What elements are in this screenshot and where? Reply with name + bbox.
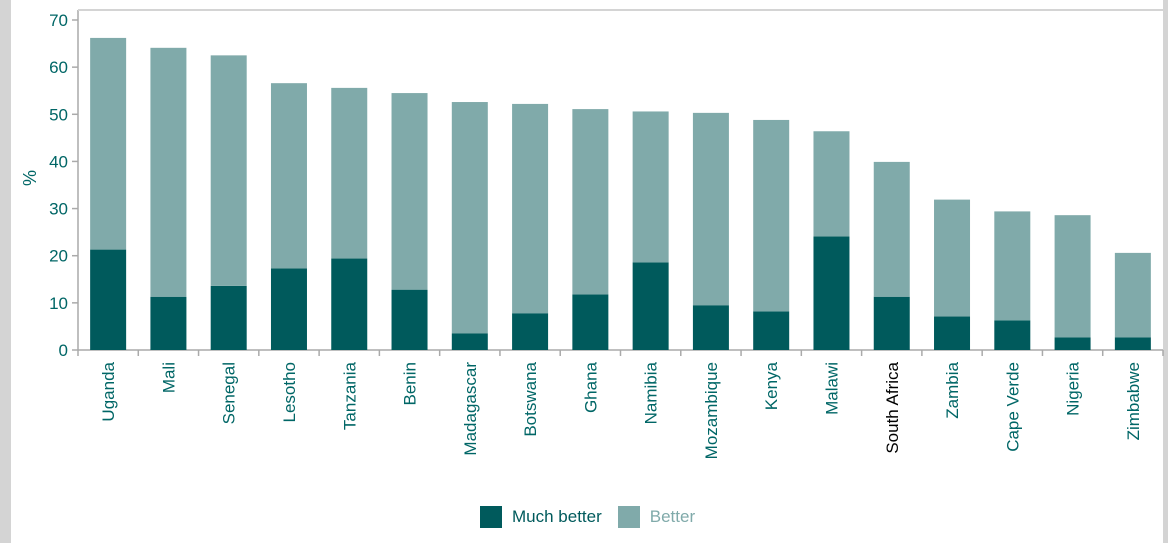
y-tick-label: 40 xyxy=(49,152,68,171)
bar-better xyxy=(753,119,790,312)
bar-much-better xyxy=(572,294,609,350)
bar-better xyxy=(813,131,850,237)
y-tick-label: 70 xyxy=(49,11,68,30)
bar-much-better xyxy=(1054,337,1091,350)
y-axis-title: % xyxy=(20,170,40,186)
bar-better xyxy=(391,93,428,290)
bar-much-better xyxy=(150,296,187,350)
legend-item-much-better: Much better xyxy=(480,506,602,528)
x-tick-label: Uganda xyxy=(99,361,118,421)
bar-much-better xyxy=(451,333,488,350)
bar-better xyxy=(1114,252,1151,338)
bar-better xyxy=(512,103,549,314)
bar-better xyxy=(632,111,669,263)
bar-much-better xyxy=(692,305,729,350)
bar-better xyxy=(873,161,910,297)
x-tick-label: Nigeria xyxy=(1064,361,1083,415)
bar-much-better xyxy=(331,258,368,350)
bar-better xyxy=(994,211,1031,321)
bar-better xyxy=(210,55,247,286)
bar-better xyxy=(90,37,127,250)
x-tick-label: Ghana xyxy=(581,361,600,413)
legend-item-better: Better xyxy=(617,506,696,528)
x-tick-label: Benin xyxy=(401,362,420,405)
x-tick-label: Namibia xyxy=(642,361,661,424)
bar-better xyxy=(1054,215,1091,338)
x-tick-label: Malawi xyxy=(822,362,841,415)
bar-much-better xyxy=(934,316,971,350)
y-tick-label: 60 xyxy=(49,58,68,77)
legend-label-much-better: Much better xyxy=(512,507,602,526)
bar-much-better xyxy=(90,249,127,350)
bar-much-better xyxy=(994,320,1031,350)
legend: Much better Better xyxy=(480,506,711,528)
bar-much-better xyxy=(210,285,247,350)
x-tick-label: Zimbabwe xyxy=(1124,362,1143,440)
bar-much-better xyxy=(813,236,850,350)
bar-better xyxy=(331,87,368,259)
x-tick-label: Zambia xyxy=(943,361,962,418)
x-tick-label: South Africa xyxy=(883,361,902,453)
bar-much-better xyxy=(270,268,307,350)
bar-much-better xyxy=(753,311,790,350)
bar-better xyxy=(270,83,307,269)
bar-better xyxy=(692,112,729,306)
x-tick-label: Lesotho xyxy=(280,362,299,423)
left-border xyxy=(0,0,11,543)
x-tick-label: Senegal xyxy=(220,362,239,424)
legend-label-better: Better xyxy=(649,507,696,526)
x-tick-label: Mozambique xyxy=(702,362,721,459)
bar-much-better xyxy=(1114,337,1151,350)
legend-swatch-much-better xyxy=(480,506,502,528)
bar-much-better xyxy=(632,262,669,350)
x-tick-label: Botswana xyxy=(521,361,540,436)
bar-better xyxy=(572,109,609,295)
stacked-bar-chart: 0 10 20 30 40 50 60 70% Uganda Mali Senegal Lesotho… xyxy=(20,9,1164,459)
y-tick-label: 20 xyxy=(49,247,68,266)
bar-much-better xyxy=(391,289,428,350)
y-tick-label: 30 xyxy=(49,200,68,219)
legend-swatch-better xyxy=(617,506,640,528)
bar-better xyxy=(150,47,187,297)
x-tick-label: Cape Verde xyxy=(1003,362,1022,452)
bar-better xyxy=(934,199,971,317)
x-tick-label: Mali xyxy=(159,362,178,393)
right-border xyxy=(1163,0,1168,543)
bar-much-better xyxy=(873,296,910,350)
bar-better xyxy=(451,102,488,334)
x-tick-label: Madagascar xyxy=(461,362,480,456)
bar-much-better xyxy=(512,313,549,350)
y-tick-label: 50 xyxy=(49,105,68,124)
x-tick-label: Kenya xyxy=(762,361,781,410)
y-tick-label: 10 xyxy=(49,294,68,313)
x-tick-label: Tanzania xyxy=(340,361,359,430)
y-tick-label: 0 xyxy=(59,341,68,360)
